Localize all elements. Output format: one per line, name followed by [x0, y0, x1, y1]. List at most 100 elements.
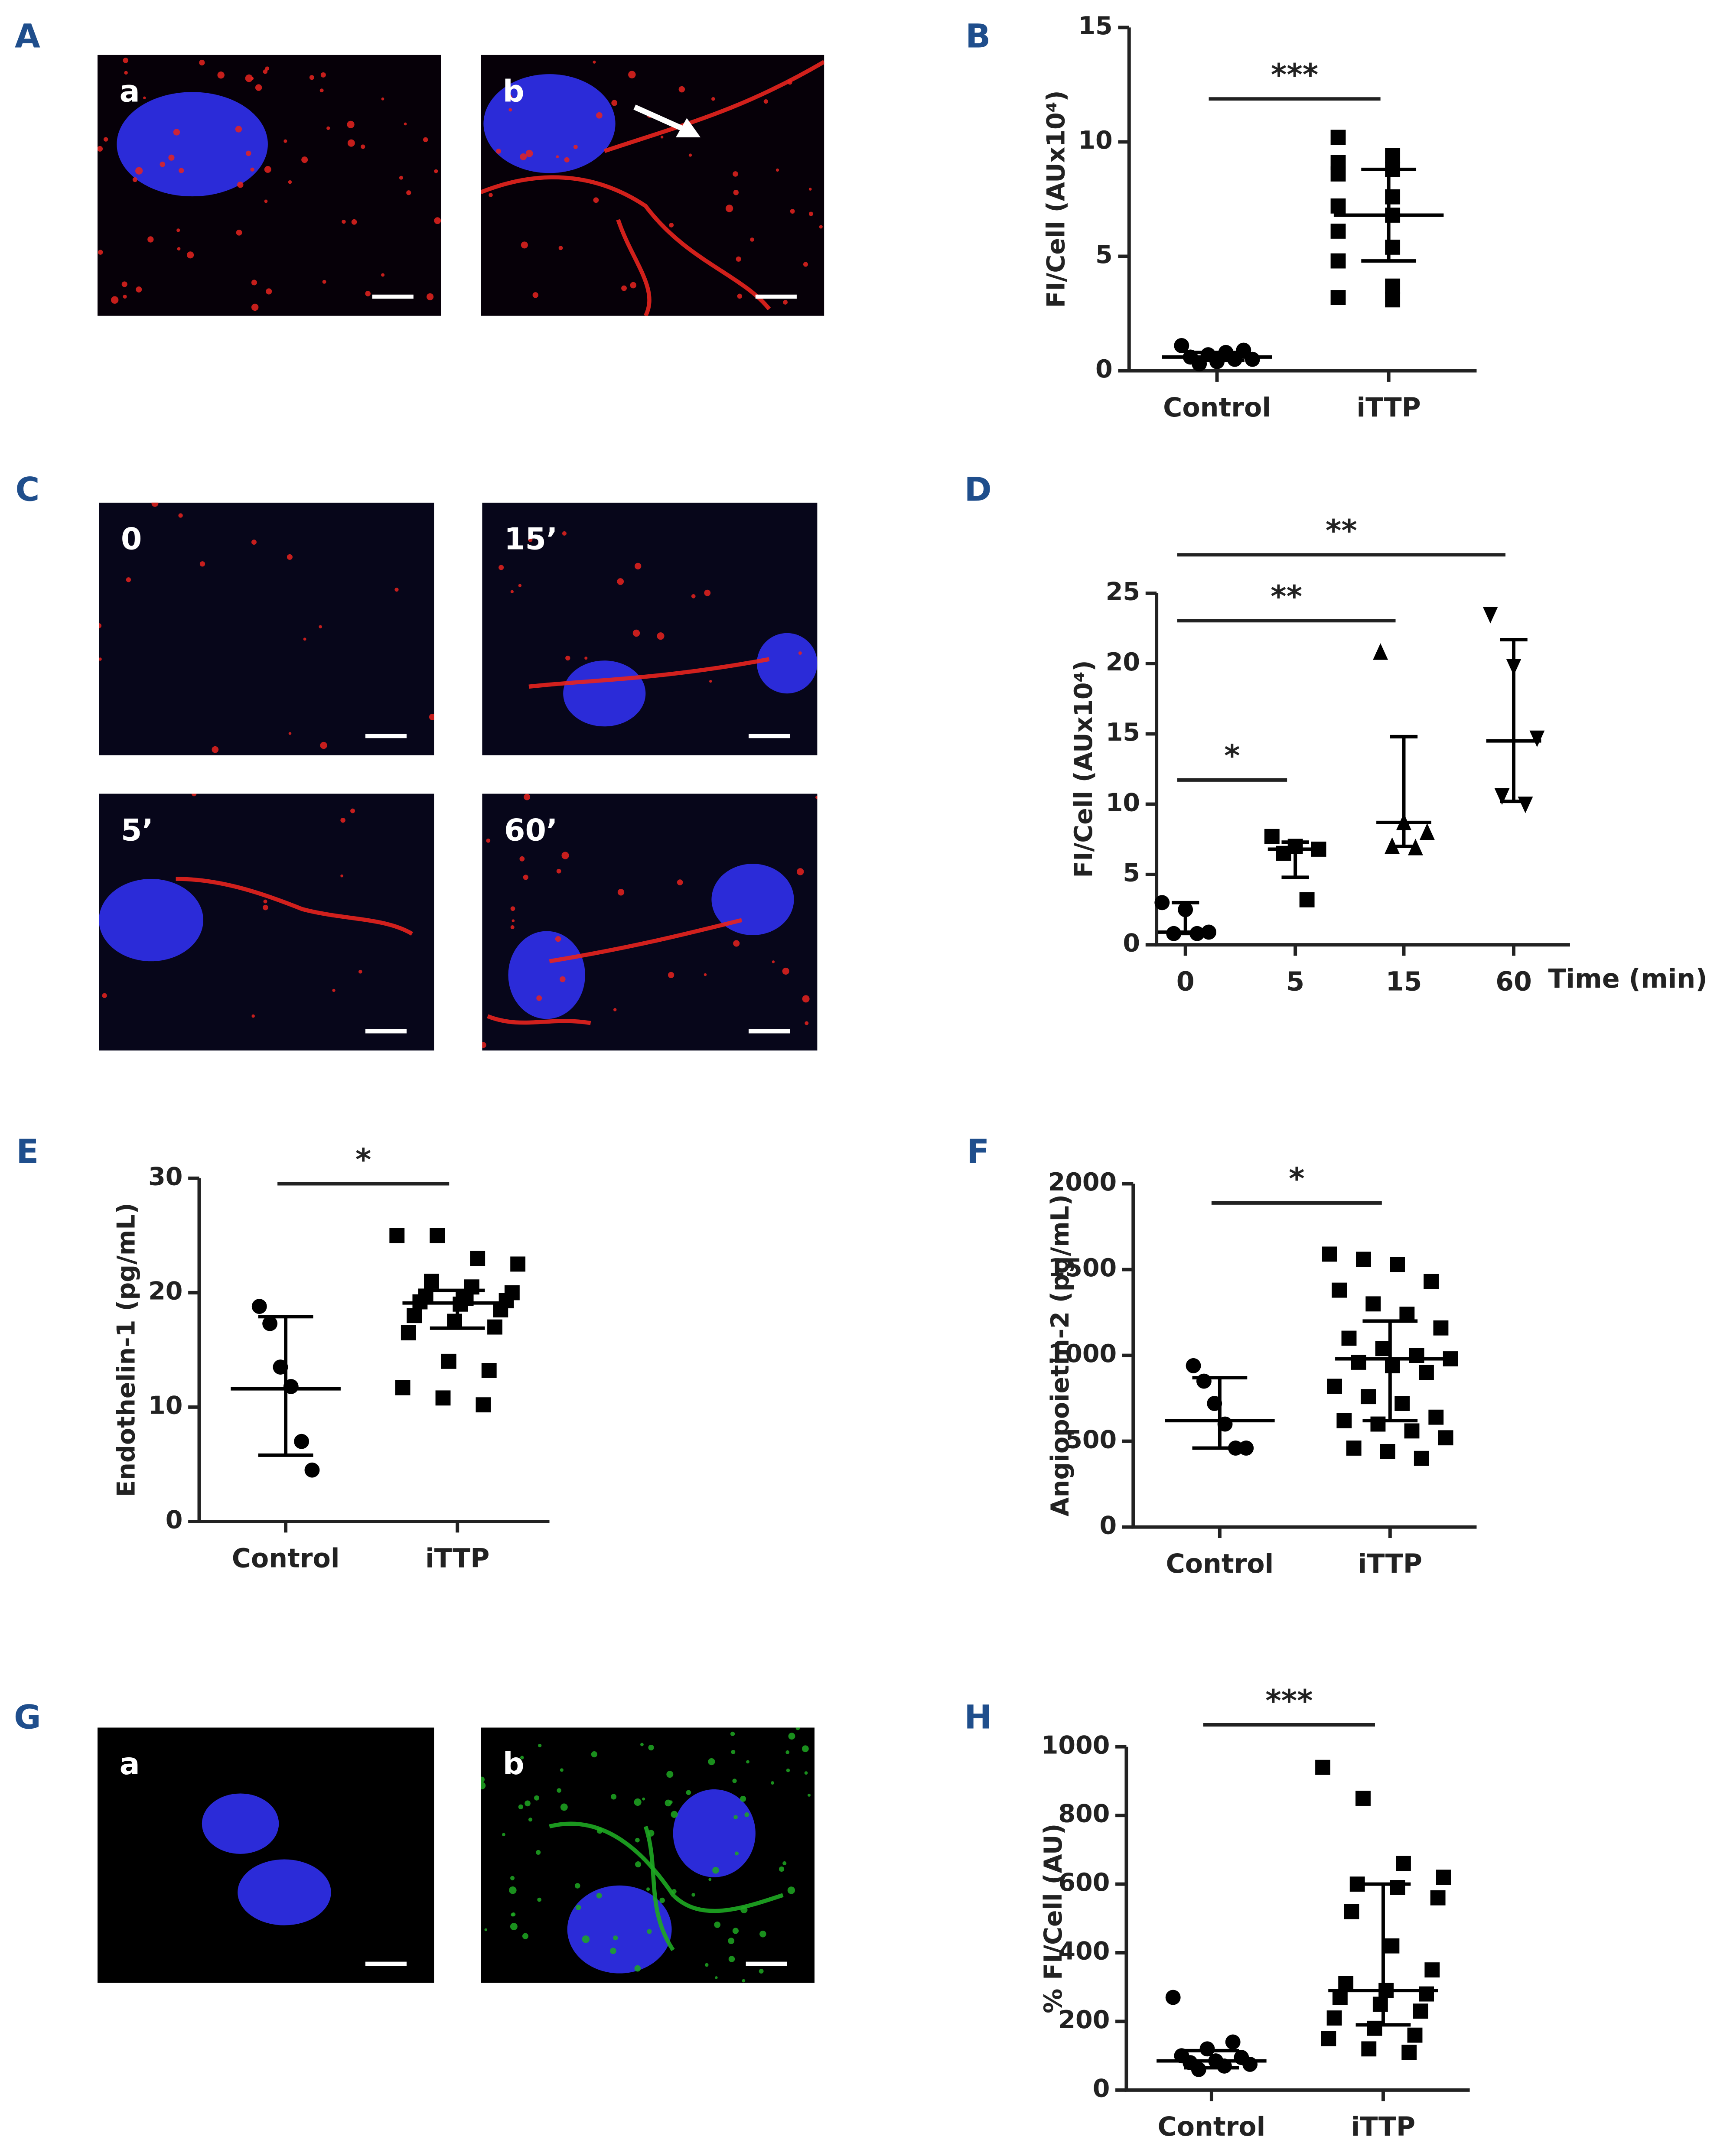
stain-dot: [322, 280, 326, 284]
significance-label: ***: [1271, 57, 1318, 92]
stain-dot: [708, 1758, 715, 1766]
stain-dot: [635, 1837, 640, 1843]
stain-dot: [522, 1933, 528, 1939]
stain-dot: [733, 171, 738, 177]
y-tick-label: 0: [1093, 2075, 1110, 2103]
x-tick-label: iTTP: [1358, 1549, 1422, 1579]
stain-dot: [740, 1906, 748, 1913]
stain-dot: [264, 166, 271, 173]
stain-dot: [635, 563, 642, 569]
stain-dot: [593, 197, 599, 203]
stain-dot: [518, 1804, 524, 1810]
data-point: [470, 1251, 485, 1266]
micrograph-content: [97, 55, 441, 316]
data-point: [1375, 1341, 1391, 1356]
stain-dot: [582, 1935, 590, 1943]
stain-dot: [103, 137, 108, 142]
stain-dot: [489, 193, 493, 197]
stain-dot: [704, 589, 711, 596]
stain-dot: [779, 1866, 785, 1872]
y-tick-label: 0: [166, 1506, 183, 1535]
stain-dot: [512, 919, 515, 923]
stain-dot: [524, 793, 531, 800]
data-point: [430, 1228, 445, 1243]
stain-dot: [510, 590, 514, 594]
y-tick-label: 30: [148, 1162, 182, 1191]
stain-dot: [309, 75, 314, 80]
y-axis-label: FI/Cell (AUx10⁴): [1069, 660, 1098, 878]
axes: [197, 1178, 550, 1523]
stain-dot: [561, 852, 569, 859]
stain-dot: [613, 1008, 617, 1011]
nucleus: [673, 1789, 756, 1877]
stain-dot: [427, 293, 434, 300]
data-point: [1336, 1413, 1352, 1428]
stain-dot: [634, 1798, 642, 1806]
stain-dot: [177, 247, 181, 251]
stain-dot: [591, 1751, 597, 1758]
stain-dot: [646, 1887, 650, 1891]
data-point: [1326, 2010, 1342, 2026]
stain-dot: [671, 1811, 678, 1818]
stain-dot: [802, 1745, 809, 1753]
stain-dot: [759, 1969, 764, 1974]
data-point: [1428, 1409, 1444, 1425]
x-tick-label: iTTP: [1357, 393, 1421, 423]
stain-dot: [803, 262, 808, 267]
stain-dot: [731, 1750, 736, 1754]
data-point: [476, 1397, 491, 1413]
nucleus: [508, 931, 585, 1019]
stain-dot: [746, 1760, 749, 1764]
data-point: [1186, 1358, 1201, 1373]
data-point: [1401, 2045, 1417, 2060]
micrograph-label: 5’: [121, 813, 153, 848]
data-point: [1424, 1962, 1440, 1978]
stain-dot: [486, 838, 491, 843]
stain-dot: [659, 1897, 665, 1903]
stain-dot: [805, 1021, 809, 1025]
stain-dot: [647, 1830, 655, 1837]
data-point: [407, 1308, 422, 1324]
stain-dot: [287, 554, 293, 560]
y-tick-label: 2000: [1048, 1168, 1117, 1197]
data-point: [1436, 1870, 1451, 1885]
y-axis-label: Endothelin-1 (pg/mL): [112, 1203, 140, 1497]
nucleus: [202, 1793, 279, 1854]
stain-dot: [560, 1803, 568, 1811]
stain-dot: [518, 584, 522, 587]
stain-dot: [510, 925, 515, 930]
data-point: [1245, 351, 1260, 367]
data-point: [1430, 1890, 1446, 1906]
stain-dot: [736, 256, 741, 262]
stain-dot: [705, 1963, 709, 1967]
data-point: [1346, 1441, 1362, 1456]
nucleus: [99, 879, 203, 962]
stain-dot: [555, 936, 561, 942]
data-point: [1409, 1348, 1424, 1363]
stain-dot: [399, 176, 403, 180]
stain-dot: [742, 1979, 746, 1983]
data-point: [493, 1302, 508, 1317]
stain-dot: [708, 1878, 712, 1881]
stain-dot: [787, 1886, 795, 1894]
stain-dot: [498, 565, 504, 570]
stain-dot: [288, 732, 292, 735]
data-point: [1165, 1990, 1181, 2005]
stain-dot: [236, 229, 242, 236]
stain-dot: [573, 145, 578, 150]
stain-dot: [528, 537, 533, 542]
stain-dot: [647, 1929, 652, 1934]
data-point: [1394, 1396, 1410, 1411]
stain-dot: [783, 300, 788, 305]
stain-dot: [484, 1928, 488, 1932]
arrow-head: [676, 118, 701, 137]
data-point: [1174, 338, 1189, 353]
stain-dot: [423, 137, 428, 143]
stain-dot: [350, 808, 355, 813]
significance-label: *: [1289, 1161, 1304, 1197]
stain-dot: [763, 99, 768, 104]
data-point: [1385, 1358, 1400, 1373]
data-point: [1404, 1423, 1420, 1439]
stain-dot: [179, 168, 184, 173]
micrograph-label: a: [120, 74, 140, 109]
